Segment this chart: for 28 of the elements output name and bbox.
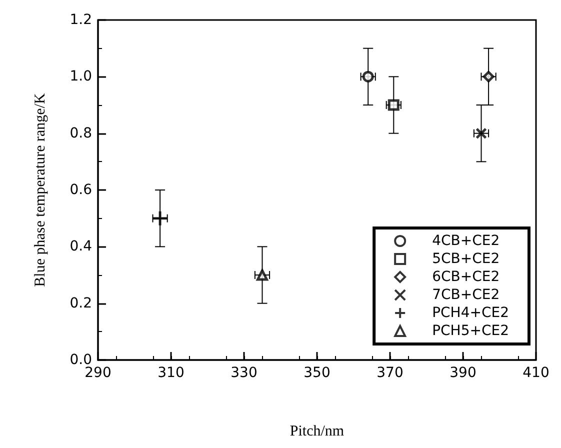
x-tick-label: 330 (230, 365, 258, 381)
legend-label: 5CB+CE2 (432, 251, 500, 267)
x-tick-label: 370 (376, 365, 404, 381)
legend-label: PCH4+CE2 (432, 305, 510, 321)
y-tick-label: 0.6 (70, 182, 92, 198)
legend-label: PCH5+CE2 (432, 323, 510, 339)
y-tick-label: 0.2 (70, 295, 92, 312)
point (388, 99, 400, 111)
legend-label: 6CB+CE2 (432, 269, 500, 285)
y-axis-title: Blue phase temperature range/K (32, 93, 48, 287)
point (256, 269, 268, 281)
y-tick-label: 1.2 (70, 12, 92, 28)
legend-label: 7CB+CE2 (432, 287, 500, 303)
x-tick-label: 310 (158, 365, 184, 381)
x-tick-label: 390 (450, 365, 476, 381)
y-tick-label: 0.8 (70, 125, 92, 142)
y-tick-label: 0.4 (70, 238, 92, 255)
x-tick-label: 290 (84, 365, 112, 381)
x-tick-label: 350 (304, 365, 330, 381)
x-tick-label: 410 (522, 365, 550, 381)
y-tick-label: 1.0 (70, 68, 92, 85)
point (152, 210, 168, 227)
point (362, 70, 374, 82)
x-axis-title: Pitch/nm (290, 424, 344, 440)
y-tick-label: 0.0 (70, 352, 92, 368)
point (476, 128, 487, 140)
point (482, 70, 494, 82)
legend-label: 4CB+CE2 (432, 233, 500, 249)
